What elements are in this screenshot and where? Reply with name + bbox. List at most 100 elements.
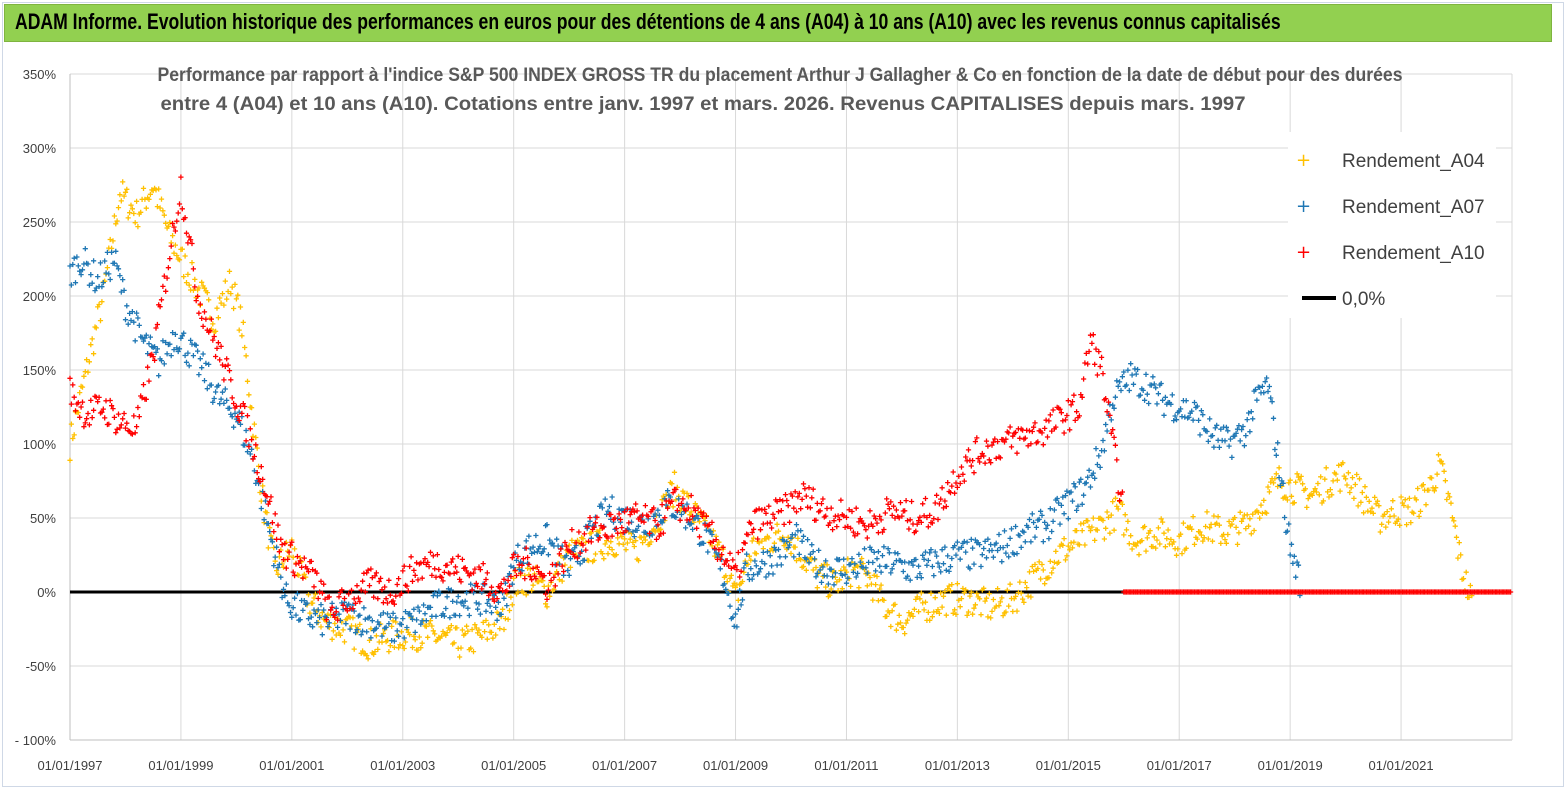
data-point-a10 xyxy=(323,617,330,623)
data-point-a07 xyxy=(91,258,97,264)
data-point-a04 xyxy=(828,586,834,592)
data-point-a04 xyxy=(1401,502,1407,509)
data-point-a07 xyxy=(796,551,802,557)
data-point-a07 xyxy=(861,546,868,552)
data-point-a10 xyxy=(353,600,359,606)
data-point-a10 xyxy=(871,513,877,519)
data-point-a10 xyxy=(674,507,680,514)
data-point-a07 xyxy=(577,561,583,567)
data-point-a10 xyxy=(118,422,124,428)
data-point-a10 xyxy=(737,574,743,580)
data-point-a07 xyxy=(1047,506,1053,512)
data-point-a07 xyxy=(1162,394,1168,400)
data-point-a07 xyxy=(457,613,463,619)
data-point-a07 xyxy=(1119,374,1125,380)
data-point-a10 xyxy=(189,240,195,247)
data-point-a10 xyxy=(633,501,639,507)
data-point-a07 xyxy=(226,405,233,411)
data-point-a07 xyxy=(1169,392,1175,398)
data-point-a10 xyxy=(427,549,434,555)
data-point-a04 xyxy=(419,640,425,646)
data-point-a07 xyxy=(852,561,858,567)
data-point-a04 xyxy=(1320,498,1326,504)
y-tick-label: 100% xyxy=(23,437,57,452)
data-point-a07 xyxy=(278,574,284,580)
data-point-a04 xyxy=(916,609,922,615)
data-point-a10 xyxy=(150,354,156,360)
data-point-a07 xyxy=(1051,507,1057,513)
data-point-a07 xyxy=(1000,545,1006,551)
data-point-a10 xyxy=(176,201,183,207)
data-point-a04 xyxy=(1257,515,1263,521)
data-point-a10 xyxy=(163,288,169,294)
data-point-a07 xyxy=(709,531,715,538)
data-point-a07 xyxy=(1112,394,1118,400)
data-point-a10 xyxy=(513,572,520,579)
data-point-a10 xyxy=(929,520,935,526)
data-point-a07 xyxy=(287,609,294,616)
data-point-a04 xyxy=(958,596,965,602)
data-point-a04 xyxy=(599,551,605,557)
data-point-a04 xyxy=(1053,548,1059,554)
data-point-a07 xyxy=(545,552,551,558)
data-point-a04 xyxy=(1071,539,1077,545)
data-point-a10 xyxy=(1053,424,1059,430)
data-point-a07 xyxy=(1094,461,1100,468)
data-point-a07 xyxy=(1135,366,1141,373)
data-point-a10 xyxy=(225,362,231,368)
data-point-a04 xyxy=(1121,532,1127,538)
data-point-a10 xyxy=(491,598,497,604)
data-point-a10 xyxy=(1050,407,1056,413)
data-point-a10 xyxy=(544,596,550,602)
data-point-a07 xyxy=(916,563,922,569)
data-point-a10 xyxy=(523,545,529,551)
data-point-a10 xyxy=(96,394,102,400)
data-point-a10 xyxy=(867,508,873,514)
data-point-a10 xyxy=(874,520,880,526)
data-point-a07 xyxy=(996,531,1002,538)
data-point-a04 xyxy=(469,626,475,633)
data-point-a10 xyxy=(1043,417,1049,423)
data-point-a07 xyxy=(197,356,203,362)
data-point-a07 xyxy=(556,561,562,567)
data-point-a10 xyxy=(583,547,589,553)
data-point-a04 xyxy=(1108,512,1114,518)
data-point-a10 xyxy=(877,513,883,519)
data-point-a10 xyxy=(190,266,196,272)
data-point-a07 xyxy=(292,595,298,601)
data-point-a10 xyxy=(200,323,206,329)
data-point-a10 xyxy=(371,594,377,600)
data-point-a07 xyxy=(353,630,359,636)
data-point-a07 xyxy=(466,612,472,619)
data-point-a04 xyxy=(1018,590,1024,596)
data-point-a04 xyxy=(124,186,130,192)
data-point-a07 xyxy=(870,559,876,566)
data-point-a07 xyxy=(787,542,793,548)
data-point-a04 xyxy=(1064,553,1070,559)
data-point-a07 xyxy=(925,557,931,564)
data-point-a07 xyxy=(982,538,988,544)
data-point-a04 xyxy=(1000,613,1006,619)
data-point-a04 xyxy=(341,639,348,645)
data-point-a10 xyxy=(136,414,142,420)
data-point-a04 xyxy=(921,607,927,613)
data-point-a10 xyxy=(795,494,801,500)
data-point-a10 xyxy=(360,578,366,584)
data-point-a07 xyxy=(70,261,76,268)
data-point-a04 xyxy=(1246,523,1252,529)
data-point-a04 xyxy=(978,612,984,618)
data-point-a04 xyxy=(687,512,693,518)
data-point-a04 xyxy=(118,198,124,204)
data-point-a04 xyxy=(237,304,244,310)
data-point-a10 xyxy=(592,520,599,526)
data-point-a04 xyxy=(1444,496,1450,503)
data-point-a10 xyxy=(213,353,219,360)
data-point-a07 xyxy=(1190,417,1196,423)
data-point-a07 xyxy=(628,519,635,525)
data-point-a07 xyxy=(188,337,194,343)
data-point-a10 xyxy=(641,519,647,525)
data-point-a10 xyxy=(988,460,994,466)
data-point-a10 xyxy=(426,564,432,570)
data-point-a10 xyxy=(455,553,461,559)
data-point-a07 xyxy=(432,590,438,596)
